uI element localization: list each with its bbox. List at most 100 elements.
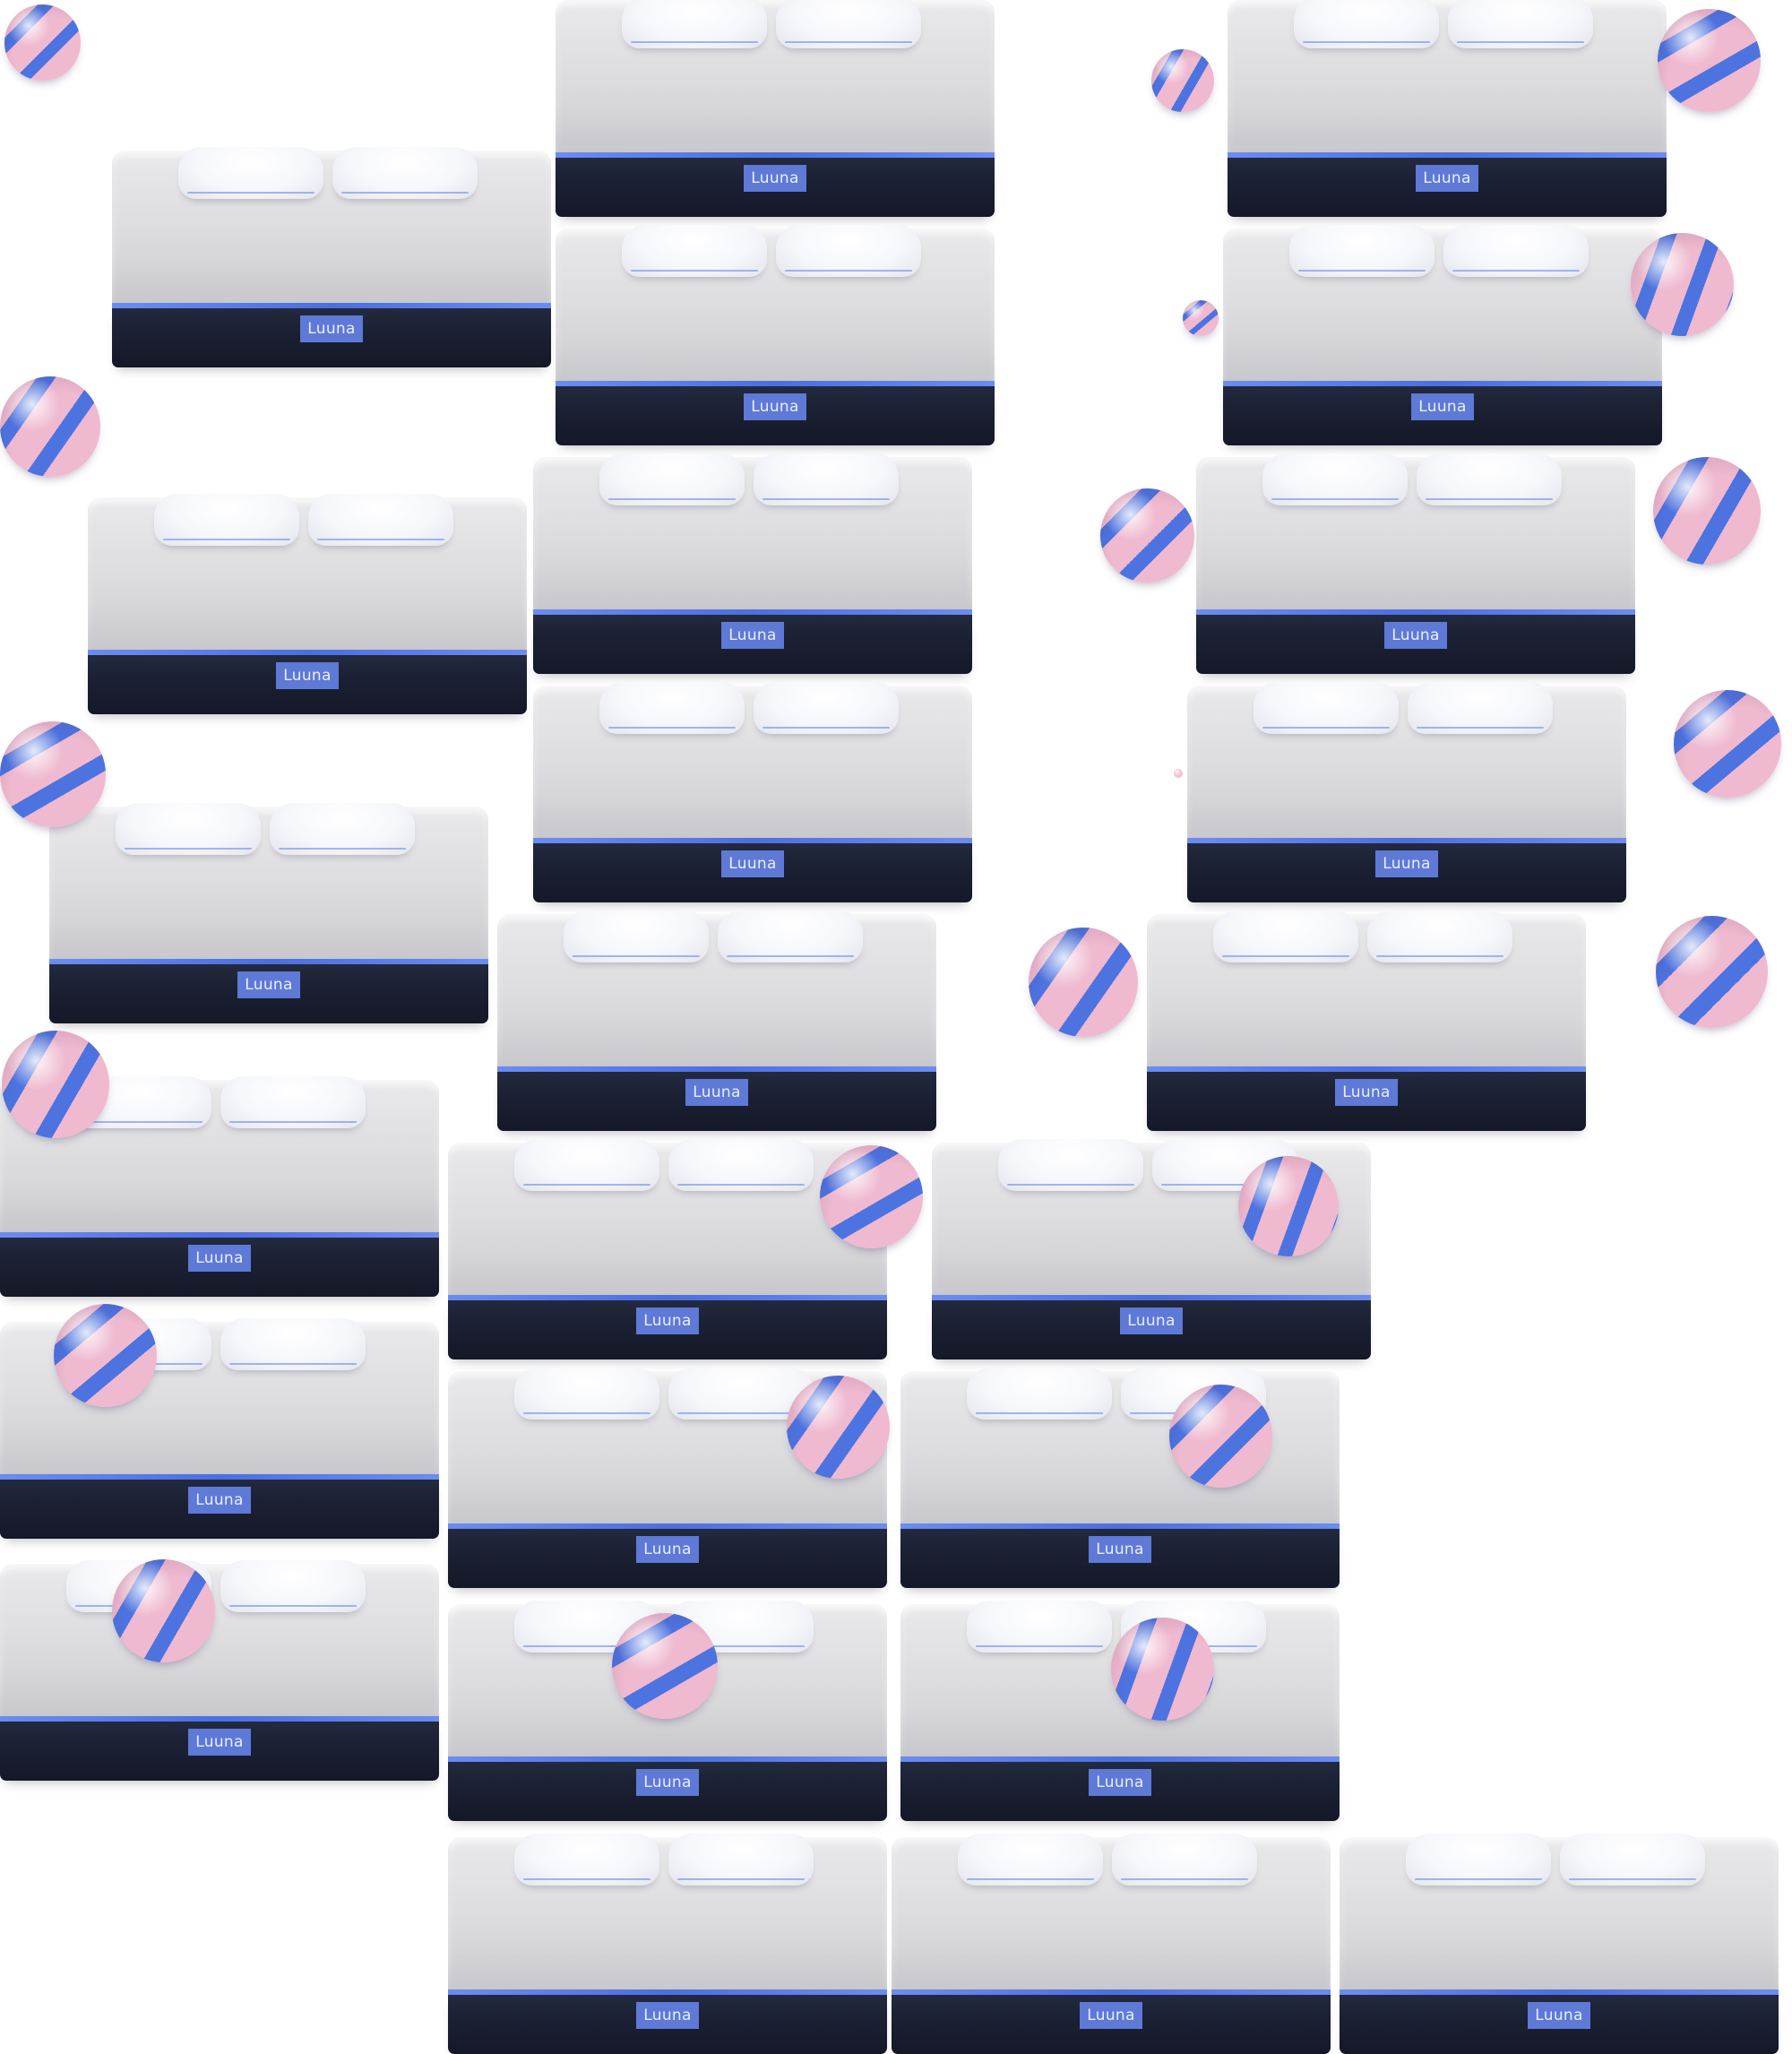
mattress: Luuna — [533, 453, 972, 674]
pillow — [220, 1560, 366, 1612]
mattress: Luuna — [900, 1601, 1340, 1821]
mattress-band: Luuna — [448, 1989, 887, 2054]
mattress-band: Luuna — [1196, 609, 1635, 674]
pillow — [599, 453, 745, 505]
brand-label: Luuna — [1335, 1079, 1398, 1106]
mattress-band: Luuna — [1147, 1066, 1586, 1131]
mattress-band: Luuna — [49, 959, 488, 1023]
pillow — [1294, 0, 1439, 48]
mattress: Luuna — [1228, 0, 1667, 217]
striped-ball-icon — [112, 1559, 215, 1662]
mattress-band: Luuna — [932, 1295, 1371, 1359]
pillow — [154, 494, 299, 546]
mattress-band: Luuna — [0, 1716, 439, 1781]
brand-label: Luuna — [188, 1487, 251, 1514]
mattress-band: Luuna — [533, 609, 972, 674]
brand-label: Luuna — [1384, 622, 1447, 649]
pillow — [1417, 453, 1562, 505]
pillow — [514, 1368, 659, 1420]
striped-ball-icon — [2, 1031, 109, 1138]
mattress: Luuna — [556, 0, 995, 217]
pillow — [776, 225, 921, 277]
striped-ball-icon — [820, 1145, 923, 1248]
pillow — [754, 453, 899, 505]
mattress: Luuna — [533, 682, 972, 902]
brand-label: Luuna — [300, 315, 363, 342]
mattress: Luuna — [1196, 453, 1635, 674]
pillow — [754, 682, 899, 734]
mattress: Luuna — [1223, 225, 1662, 445]
mattress: Luuna — [1340, 1834, 1779, 2054]
striped-ball-icon — [0, 721, 106, 827]
brand-label: Luuna — [1416, 165, 1478, 192]
brand-label: Luuna — [237, 971, 300, 998]
brand-label: Luuna — [685, 1079, 748, 1106]
mattress: Luuna — [892, 1834, 1331, 2054]
brand-label: Luuna — [1375, 850, 1438, 877]
pillow — [599, 682, 745, 734]
brand-label: Luuna — [744, 165, 806, 192]
mattress-band: Luuna — [448, 1295, 887, 1359]
mattress-top — [533, 457, 972, 615]
mattress-band: Luuna — [112, 303, 551, 367]
mattress: Luuna — [49, 803, 488, 1023]
mattress-band: Luuna — [1187, 838, 1626, 902]
mattress-band: Luuna — [892, 1989, 1331, 2054]
mattress-top — [448, 1143, 887, 1300]
pillow — [958, 1834, 1103, 1886]
mattress-band: Luuna — [88, 650, 527, 714]
mattress: Luuna — [900, 1368, 1340, 1588]
brand-label: Luuna — [1411, 393, 1474, 420]
pillow — [332, 147, 478, 199]
striped-ball-icon — [0, 376, 100, 477]
striped-ball-icon — [1658, 9, 1761, 112]
mattress: Luuna — [88, 494, 527, 714]
striped-ball-icon — [54, 1304, 157, 1407]
striped-ball-icon — [4, 4, 81, 81]
mattress: Luuna — [1147, 910, 1586, 1131]
striped-ball-icon — [1151, 49, 1214, 112]
mattress-band: Luuna — [556, 381, 995, 445]
mattress-band: Luuna — [900, 1523, 1340, 1588]
mattress-band: Luuna — [1340, 1989, 1779, 2054]
brand-label: Luuna — [276, 662, 339, 689]
pillow — [1408, 682, 1553, 734]
pillow — [116, 803, 261, 855]
mattress: Luuna — [932, 1139, 1371, 1359]
striped-ball-icon — [1653, 457, 1761, 565]
mattress-band: Luuna — [556, 152, 995, 217]
mattress: Luuna — [1187, 682, 1626, 902]
striped-ball-icon — [1674, 690, 1781, 798]
mattress-top — [556, 0, 995, 158]
brand-label: Luuna — [636, 1307, 699, 1334]
striped-ball-icon — [1029, 928, 1138, 1037]
pillow — [622, 0, 767, 48]
mattress: Luuna — [556, 225, 995, 445]
pillow — [1213, 910, 1358, 962]
striped-ball-icon — [1169, 1385, 1272, 1488]
brand-label: Luuna — [188, 1729, 251, 1756]
striped-ball-icon — [1238, 1156, 1339, 1256]
pillow — [1443, 225, 1589, 277]
pillow — [1112, 1834, 1257, 1886]
pillow — [270, 803, 415, 855]
pillow — [998, 1139, 1143, 1191]
striped-ball-icon — [1183, 300, 1219, 336]
striped-ball-icon — [787, 1376, 890, 1479]
mattress-band: Luuna — [533, 838, 972, 902]
brand-label: Luuna — [744, 393, 806, 420]
striped-ball-icon — [612, 1613, 718, 1719]
pillow — [718, 910, 863, 962]
mattress: Luuna — [0, 1560, 439, 1781]
brand-label: Luuna — [1089, 1769, 1151, 1796]
pillow — [1289, 225, 1434, 277]
striped-ball-icon — [1100, 488, 1194, 583]
pillow — [967, 1368, 1112, 1420]
mattress-band: Luuna — [1223, 381, 1662, 445]
pillow — [668, 1139, 814, 1191]
pillow — [668, 1834, 814, 1886]
mattress: Luuna — [497, 910, 936, 1131]
mattress: Luuna — [448, 1834, 887, 2054]
pillow — [776, 0, 921, 48]
pillow — [220, 1318, 366, 1370]
